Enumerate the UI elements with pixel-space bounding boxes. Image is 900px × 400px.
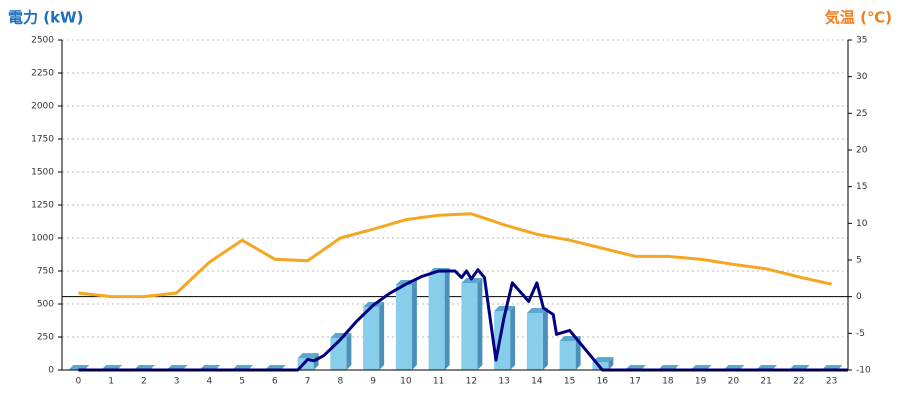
y-tick-label: 750 — [37, 267, 54, 277]
y2-tick-label: -5 — [856, 329, 865, 339]
x-tick-label: 18 — [662, 377, 674, 387]
x-tick-label: 11 — [433, 377, 444, 387]
bar-side — [444, 267, 450, 370]
y-tick-label: 2500 — [31, 36, 54, 46]
bar — [363, 307, 380, 370]
bar — [461, 283, 478, 370]
x-tick-label: 12 — [466, 377, 477, 387]
bar — [526, 312, 543, 370]
bar — [297, 358, 314, 370]
x-tick-label: 2 — [141, 377, 147, 387]
line — [78, 268, 848, 372]
y2-tick-label: 35 — [856, 36, 867, 46]
bar-side — [510, 305, 516, 370]
y2-tick-label: 10 — [856, 219, 868, 229]
bar-side — [411, 279, 417, 370]
x-tick-label: 4 — [207, 377, 213, 387]
y2-tick-label: -10 — [856, 366, 871, 376]
x-tick-label: 7 — [305, 377, 311, 387]
y-tick-label: 1000 — [31, 234, 54, 244]
bar-top — [461, 278, 483, 284]
x-tick-label: 10 — [400, 377, 412, 387]
x-tick-label: 17 — [629, 377, 640, 387]
bar — [395, 284, 412, 370]
bar-top — [592, 357, 614, 363]
x-tick-label: 1 — [108, 377, 114, 387]
bar-top — [297, 353, 319, 359]
y-tick-label: 0 — [48, 366, 54, 376]
y2-tick-label: 15 — [856, 182, 867, 192]
bar-side — [477, 278, 483, 370]
y-tick-label: 2000 — [31, 102, 54, 112]
y-tick-label: 250 — [37, 333, 54, 343]
x-tick-label: 3 — [174, 377, 180, 387]
x-tick-label: 5 — [239, 377, 245, 387]
x-tick-label: 9 — [370, 377, 376, 387]
x-tick-label: 6 — [272, 377, 278, 387]
y-tick-label: 1750 — [31, 135, 54, 145]
x-tick-label: 20 — [728, 377, 740, 387]
x-tick-label: 14 — [531, 377, 543, 387]
y-tick-label: 500 — [37, 300, 54, 310]
bar-side — [608, 357, 614, 370]
x-tick-label: 22 — [793, 377, 804, 387]
bar — [428, 272, 445, 370]
bar-side — [542, 307, 548, 370]
y2-tick-label: 5 — [856, 256, 862, 266]
x-tick-label: 19 — [695, 377, 707, 387]
x-tick-label: 0 — [76, 377, 82, 387]
x-tick-label: 13 — [498, 377, 509, 387]
y-axis-title: 電力 (kW) — [8, 9, 83, 27]
y-tick-label: 1500 — [31, 168, 54, 178]
bar-side — [346, 333, 352, 370]
y2-axis-title: 気温 (℃) — [825, 9, 892, 27]
x-tick-label: 16 — [597, 377, 609, 387]
y-tick-label: 2250 — [31, 69, 54, 79]
bar-top — [494, 305, 516, 311]
bar — [559, 340, 576, 370]
y2-tick-label: 20 — [856, 146, 868, 156]
bar-side — [379, 302, 385, 370]
y2-tick-label: 30 — [856, 72, 868, 82]
x-tick-label: 23 — [826, 377, 837, 387]
x-tick-label: 21 — [760, 377, 771, 387]
y2-tick-label: 0 — [856, 292, 862, 302]
y2-tick-label: 25 — [856, 109, 867, 119]
line — [78, 212, 832, 299]
x-tick-label: 8 — [338, 377, 344, 387]
x-tick-label: 15 — [564, 377, 575, 387]
y-tick-label: 1250 — [31, 201, 54, 211]
